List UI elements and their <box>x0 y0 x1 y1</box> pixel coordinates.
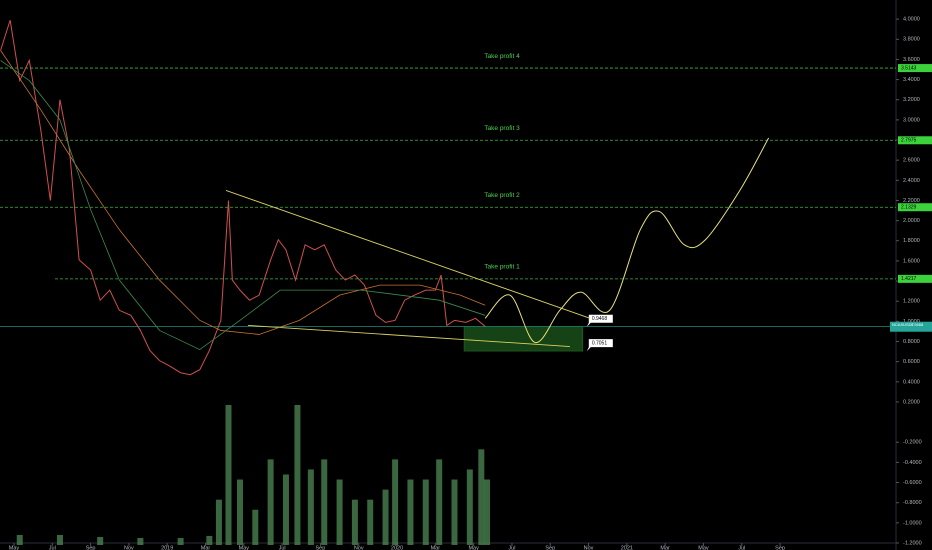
y-tick-label: -0.2000 <box>903 440 922 446</box>
x-tick-label: Sep <box>316 545 326 550</box>
y-tick-label: 1.6000 <box>903 258 920 264</box>
x-tick-label: Sep <box>545 545 555 550</box>
volume-bar <box>215 499 222 545</box>
x-tick-label: Mar <box>201 545 211 550</box>
y-tick-label: -0.4000 <box>903 460 922 466</box>
take-profit-tag-label: 1.4217 <box>901 276 917 282</box>
y-tick-label: 3.4000 <box>903 77 920 83</box>
y-tick-label: 3.0000 <box>903 117 920 123</box>
y-tick-label: 3.2000 <box>903 97 920 103</box>
volume-bar <box>407 479 414 545</box>
x-tick-label: May <box>698 545 709 550</box>
y-tick-label: 2.0000 <box>903 218 920 224</box>
y-tick-label: 0.8000 <box>903 339 920 345</box>
x-tick-label: Jul <box>738 545 745 550</box>
volume-bar <box>351 499 358 545</box>
volume-bar <box>367 499 374 545</box>
volume-bar <box>282 474 289 545</box>
take-profit-tag <box>898 203 932 212</box>
volume-bar <box>466 469 473 545</box>
volume-bar <box>436 459 443 545</box>
volume-bar <box>294 404 301 545</box>
take-profit-tag-label: 2.7975 <box>901 138 917 144</box>
volume-bar <box>206 535 213 545</box>
volume-bar <box>56 534 63 545</box>
x-tick-label: Mar <box>660 545 670 550</box>
y-tick-label: -0.6000 <box>903 480 922 486</box>
volume-bar <box>321 459 328 545</box>
y-tick-label: 0.4000 <box>903 379 920 385</box>
price-callout-label: 0.7051 <box>592 340 608 346</box>
trendline <box>225 189 591 319</box>
take-profit-label: Take profit 2 <box>484 192 520 199</box>
y-tick-label: -1.0000 <box>903 520 922 526</box>
y-tick-label: 2.2000 <box>903 198 920 204</box>
x-tick-label: 2019 <box>161 545 173 550</box>
volume-bar <box>177 537 184 545</box>
take-profit-tag <box>898 274 932 283</box>
take-profit-tag <box>898 136 932 145</box>
volume-bar <box>252 509 259 545</box>
y-tick-label: -0.8000 <box>903 500 922 506</box>
volume-bar <box>478 449 485 545</box>
take-profit-tag-label: 2.1329 <box>901 205 917 211</box>
y-tick-label: 0.6000 <box>903 359 920 365</box>
volume-bar <box>16 534 23 545</box>
y-tick-label: 3.6000 <box>903 57 920 63</box>
take-profit-label: Take profit 3 <box>484 125 520 132</box>
volume-bar <box>392 459 399 545</box>
volume-bar <box>137 537 144 545</box>
volume-bar <box>484 479 491 545</box>
volume-bar <box>451 479 458 545</box>
target-zone <box>463 326 584 352</box>
y-tick-label: 2.4000 <box>903 178 920 184</box>
price-callout <box>586 339 613 352</box>
volume-bar <box>267 459 274 545</box>
last-price-tag <box>890 321 932 332</box>
volume-bar <box>97 536 104 545</box>
volume-bar <box>225 404 232 545</box>
take-profit-label: Take profit 1 <box>484 264 520 271</box>
x-tick-label: Nov <box>354 545 364 550</box>
x-tick-label: May <box>468 545 479 550</box>
y-tick-label: 4.0000 <box>903 17 920 23</box>
x-tick-label: 2020 <box>391 545 403 550</box>
x-tick-label: Sep <box>775 545 785 550</box>
x-tick-label: Jul <box>508 545 515 550</box>
volume-bar <box>236 479 243 545</box>
x-tick-label: May <box>239 545 250 550</box>
y-tick-label: 3.8000 <box>903 37 920 43</box>
y-tick-label: 1.8000 <box>903 238 920 244</box>
x-tick-label: May <box>9 545 20 550</box>
symbol-label: NCASUSDT <box>892 322 915 327</box>
trendline <box>247 324 571 347</box>
y-tick-label: 1.2000 <box>903 299 920 305</box>
take-profit-label: Take profit 4 <box>484 53 520 60</box>
price-callout <box>586 314 613 327</box>
projection-path <box>484 137 770 344</box>
y-tick-label: 2.6000 <box>903 158 920 164</box>
price-callout-label: 0.9468 <box>592 316 608 322</box>
x-tick-label: Sep <box>86 545 96 550</box>
take-profit-tag-label: 3.5143 <box>901 65 917 71</box>
x-tick-label: 2021 <box>621 545 633 550</box>
last-price-label: 0.9468 <box>911 322 924 327</box>
y-tick-label: -1.2000 <box>903 540 922 546</box>
volume-bar <box>382 489 389 545</box>
x-tick-label: Nov <box>124 545 134 550</box>
x-tick-label: Jul <box>49 545 56 550</box>
moving-average <box>0 50 486 335</box>
moving-average <box>0 60 486 351</box>
volume-bar <box>336 479 343 545</box>
x-tick-label: Mar <box>431 545 441 550</box>
x-tick-label: Jul <box>279 545 286 550</box>
volume-bar <box>422 479 429 545</box>
price-line <box>0 19 486 376</box>
take-profit-tag <box>898 64 932 73</box>
y-tick-label: 0.2000 <box>903 399 920 405</box>
x-tick-label: Nov <box>584 545 594 550</box>
volume-bar <box>307 469 314 545</box>
